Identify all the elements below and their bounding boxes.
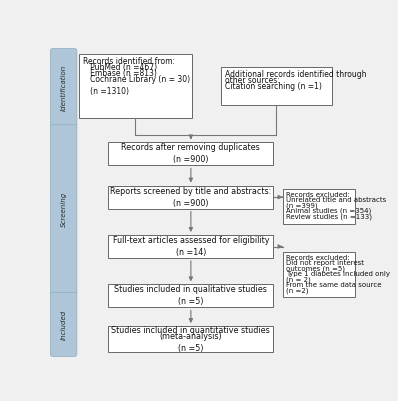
- Text: Records excluded:: Records excluded:: [286, 255, 350, 261]
- Text: Included: Included: [60, 309, 66, 340]
- Text: Records excluded:: Records excluded:: [286, 192, 350, 198]
- Text: Full-text articles assessed for eligibility: Full-text articles assessed for eligibil…: [113, 236, 269, 245]
- Text: Unrelated title and abstracts: Unrelated title and abstracts: [286, 197, 386, 203]
- Text: other sources:: other sources:: [224, 76, 279, 85]
- Bar: [283, 252, 355, 297]
- Text: (meta-analysis): (meta-analysis): [160, 332, 222, 340]
- Text: Studies included in quantitative studies: Studies included in quantitative studies: [111, 326, 270, 334]
- Text: outcomes (n =5): outcomes (n =5): [286, 266, 345, 272]
- Text: Screening: Screening: [60, 192, 66, 227]
- Text: Studies included in qualitative studies: Studies included in qualitative studies: [115, 286, 267, 294]
- Text: Identification: Identification: [60, 65, 66, 111]
- Bar: [108, 235, 273, 258]
- Text: Animal studies (n =354): Animal studies (n =354): [286, 208, 372, 215]
- Text: (n =900): (n =900): [173, 198, 209, 208]
- FancyBboxPatch shape: [51, 125, 77, 295]
- Text: Review studies (n =133): Review studies (n =133): [286, 213, 373, 220]
- Bar: [108, 284, 273, 308]
- Bar: [108, 186, 273, 209]
- Text: (n =5): (n =5): [178, 298, 204, 306]
- Bar: [79, 54, 192, 117]
- Text: (n = 2): (n = 2): [286, 277, 311, 283]
- Text: Embase (n =813): Embase (n =813): [83, 69, 157, 78]
- Text: (n =399): (n =399): [286, 203, 318, 209]
- Text: Cochrane Library (n = 30): Cochrane Library (n = 30): [83, 75, 190, 84]
- Text: Records identified from:: Records identified from:: [83, 57, 175, 67]
- Text: Reports screened by title and abstracts:: Reports screened by title and abstracts:: [110, 186, 271, 196]
- Text: Citation searching (n =1): Citation searching (n =1): [224, 81, 322, 91]
- Text: (n =5): (n =5): [178, 344, 204, 352]
- Bar: [221, 67, 332, 105]
- Text: Type 1 diabetes included only: Type 1 diabetes included only: [286, 271, 390, 277]
- Text: Did not report interest: Did not report interest: [286, 260, 364, 266]
- Bar: [283, 188, 355, 224]
- Text: (n =900): (n =900): [173, 156, 209, 164]
- Text: (n =14): (n =14): [176, 248, 206, 257]
- Text: PubMed (n =467): PubMed (n =467): [83, 63, 157, 72]
- Text: Additional records identified through: Additional records identified through: [224, 70, 366, 79]
- FancyBboxPatch shape: [51, 49, 77, 127]
- Text: (n =2): (n =2): [286, 288, 309, 294]
- Bar: [108, 142, 273, 166]
- Text: From the same data source: From the same data source: [286, 282, 382, 288]
- Text: (n =1310): (n =1310): [83, 87, 129, 96]
- FancyBboxPatch shape: [51, 292, 77, 356]
- Text: Records after removing duplicates: Records after removing duplicates: [121, 143, 260, 152]
- Bar: [108, 326, 273, 352]
